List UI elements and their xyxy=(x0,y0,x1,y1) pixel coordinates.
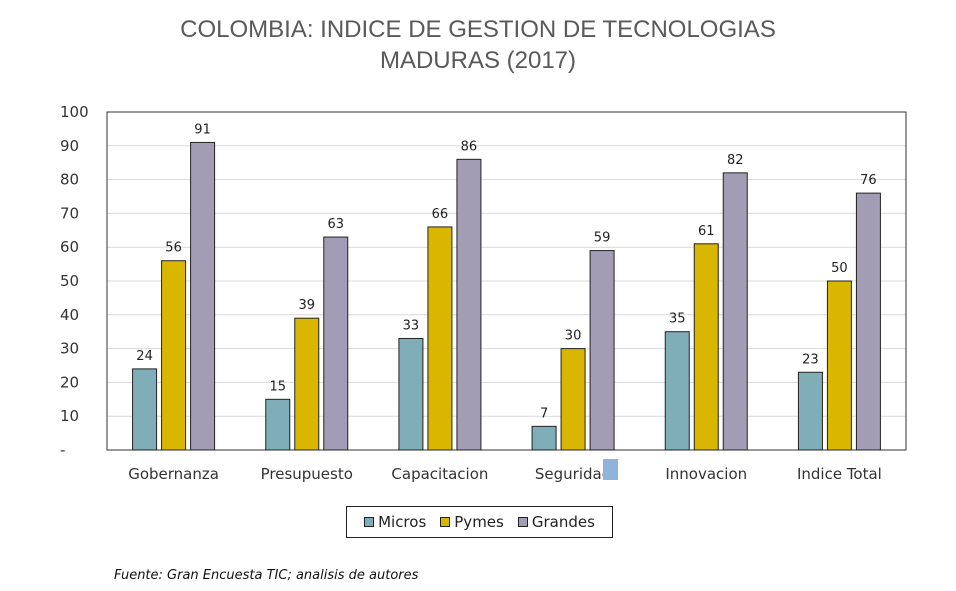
data-label: 7 xyxy=(540,406,548,421)
legend-swatch-pymes xyxy=(440,517,451,527)
data-label: 76 xyxy=(860,173,877,188)
data-label: 33 xyxy=(403,318,420,333)
chart-title-line-1: COLOMBIA: INDICE DE GESTION DE TECNOLOGI… xyxy=(180,16,776,43)
bar-grandes-2 xyxy=(323,236,349,451)
data-label: 50 xyxy=(831,261,848,276)
x-tick-label: Gobernanza xyxy=(128,465,219,483)
x-tick-label: Capacitacion xyxy=(391,465,488,483)
y-tick-label: 10 xyxy=(60,407,79,425)
bar-micros-5 xyxy=(664,331,690,451)
y-tick-label: 30 xyxy=(60,340,79,358)
bar-pymes-5 xyxy=(693,243,719,451)
legend-swatch-micros xyxy=(364,517,375,527)
y-tick-label: 90 xyxy=(60,137,79,155)
data-label: 82 xyxy=(727,153,744,168)
y-tick-label: 60 xyxy=(60,238,79,256)
x-tick-label: Seguridad xyxy=(535,465,611,483)
legend-item-pymes: Pymes xyxy=(440,513,504,531)
data-label: 66 xyxy=(432,207,449,222)
source-note: Fuente: Gran Encuesta TIC; analisis de a… xyxy=(114,568,419,583)
bar-grandes-1 xyxy=(190,141,216,451)
data-label: 35 xyxy=(669,312,686,327)
data-label: 23 xyxy=(802,352,819,367)
bar-pymes-3 xyxy=(427,226,453,451)
legend-label-grandes: Grandes xyxy=(531,513,595,531)
data-label: 56 xyxy=(165,241,182,256)
bar-pymes-6 xyxy=(826,280,852,451)
x-tick-label: Presupuesto xyxy=(261,465,353,483)
chart-title: COLOMBIA: INDICE DE GESTION DE TECNOLOGI… xyxy=(0,14,956,76)
x-tick-label: Indice Total xyxy=(797,465,882,483)
bar-micros-3 xyxy=(398,337,424,451)
data-label: 39 xyxy=(298,298,315,313)
bar-pymes-4 xyxy=(560,348,586,451)
y-tick-label: 80 xyxy=(60,171,79,189)
legend-label-micros: Micros xyxy=(378,513,427,531)
legend-label-pymes: Pymes xyxy=(454,513,504,531)
x-tick-label: Innovacion xyxy=(665,465,747,483)
bar-grandes-3 xyxy=(456,158,482,451)
y-tick-label: 50 xyxy=(60,272,79,290)
bar-pymes-2 xyxy=(294,317,320,451)
data-label: 24 xyxy=(136,349,153,364)
data-label: 61 xyxy=(698,224,715,239)
y-tick-label: 70 xyxy=(60,204,79,222)
bar-micros-2 xyxy=(265,398,291,451)
y-tick-label: - xyxy=(60,441,65,459)
data-label: 59 xyxy=(594,231,611,246)
selection-marker xyxy=(603,459,618,480)
plot-area-border xyxy=(106,111,907,451)
chart-title-line-2: MADURAS (2017) xyxy=(379,47,577,74)
data-label: 30 xyxy=(565,329,582,344)
data-label: 63 xyxy=(327,217,344,232)
legend-swatch-grandes xyxy=(517,517,528,527)
bar-grandes-6 xyxy=(855,192,881,451)
legend-item-micros: Micros xyxy=(364,513,426,531)
bar-micros-1 xyxy=(132,368,158,451)
bar-micros-4 xyxy=(531,425,557,451)
legend: Micros Pymes Grandes xyxy=(346,506,613,538)
bar-grandes-4 xyxy=(589,250,615,451)
legend-item-grandes: Grandes xyxy=(517,513,595,531)
data-label: 86 xyxy=(461,139,478,154)
y-tick-label: 40 xyxy=(60,306,79,324)
y-tick-label: 100 xyxy=(60,103,89,121)
data-label: 91 xyxy=(194,122,211,137)
y-tick-label: 20 xyxy=(60,373,79,391)
bar-grandes-5 xyxy=(722,172,748,451)
bar-pymes-1 xyxy=(161,260,187,451)
bar-micros-6 xyxy=(797,371,823,451)
data-label: 15 xyxy=(269,379,286,394)
